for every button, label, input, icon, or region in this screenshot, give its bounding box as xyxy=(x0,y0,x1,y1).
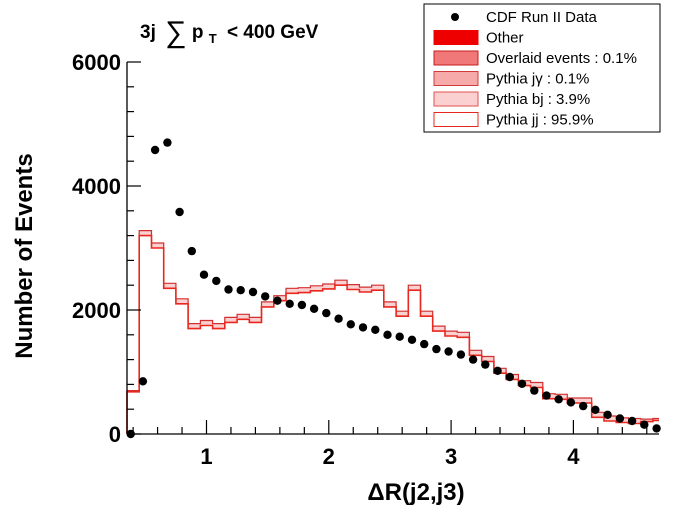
x-tick-label: 2 xyxy=(323,444,335,469)
data-point xyxy=(517,379,527,388)
legend-label: Overlaid events : 0.1% xyxy=(486,50,637,67)
data-point xyxy=(285,299,294,308)
data-point xyxy=(224,285,233,294)
data-points-layer xyxy=(126,138,661,439)
data-point xyxy=(309,304,319,313)
data-point xyxy=(334,314,343,323)
legend-label: Pythia jj : 95.9% xyxy=(486,112,594,129)
data-point xyxy=(640,420,649,429)
y-tick-label: 4000 xyxy=(72,174,121,199)
annotation-prefix: 3j xyxy=(140,22,156,43)
legend-swatch xyxy=(433,50,479,66)
data-point xyxy=(603,410,612,419)
hist-band-pythia-bj xyxy=(127,230,659,424)
x-axis-label: ΔR(j2,j3) xyxy=(367,479,464,506)
data-point xyxy=(358,323,368,332)
data-point xyxy=(530,386,539,395)
svg-text:3j ∑ p T: 3j ∑ p T < 400 GeV xyxy=(140,16,319,49)
data-point xyxy=(395,332,404,341)
x-tick-label: 1 xyxy=(200,444,212,469)
data-point xyxy=(346,320,355,329)
x-tick-label: 3 xyxy=(445,444,457,469)
data-point xyxy=(383,330,392,339)
legend-label: CDF Run II Data xyxy=(486,9,598,26)
legend-swatch xyxy=(451,13,459,21)
data-point xyxy=(407,335,417,344)
tick-labels: 1 2 3 4 0 2000 4000 6000 xyxy=(72,50,580,469)
x-tick-label: 4 xyxy=(567,444,580,469)
data-point xyxy=(542,391,551,400)
data-point xyxy=(236,286,245,295)
data-point xyxy=(481,360,490,369)
data-point xyxy=(554,395,563,404)
legend-swatch xyxy=(433,112,479,127)
sum-symbol: ∑ xyxy=(165,16,186,49)
data-point xyxy=(248,287,258,297)
data-point xyxy=(420,339,429,349)
legend-label: Pythia bj : 3.9% xyxy=(486,91,590,108)
y-tick-label: 0 xyxy=(109,422,121,447)
data-point xyxy=(322,308,331,318)
data-point xyxy=(591,405,600,414)
histogram-layer xyxy=(126,230,659,434)
data-point xyxy=(163,138,172,147)
cut-annotation: 3j ∑ p T < 400 GeV xyxy=(140,16,319,49)
data-point xyxy=(579,401,588,411)
data-point xyxy=(468,355,478,364)
legend-swatch xyxy=(433,30,479,45)
data-point xyxy=(212,276,221,286)
data-point xyxy=(505,372,514,382)
data-point xyxy=(432,344,441,354)
y-axis-label: Number of Events xyxy=(11,153,38,358)
legend-label: Other xyxy=(486,30,524,47)
hist-pythia-jj xyxy=(126,234,659,434)
data-point xyxy=(627,416,637,426)
data-point xyxy=(199,270,209,279)
data-point xyxy=(150,145,160,155)
legend-swatch xyxy=(433,71,479,86)
annotation-subscript: T xyxy=(209,31,217,46)
y-tick-label: 2000 xyxy=(72,298,121,323)
data-point xyxy=(371,325,380,334)
axes xyxy=(126,61,659,435)
legend: CDF Run II Data Other Overlaid events : 0.… xyxy=(423,3,661,133)
data-point xyxy=(652,424,661,433)
data-point xyxy=(456,350,466,359)
annotation-variable: p xyxy=(192,22,204,43)
data-point xyxy=(615,414,625,423)
annotation-suffix: < 400 GeV xyxy=(227,22,319,43)
data-point xyxy=(444,347,453,356)
data-point xyxy=(297,300,307,310)
data-point xyxy=(566,398,576,407)
legend-swatch xyxy=(433,91,479,107)
data-point xyxy=(493,366,502,375)
legend-label: Pythia jγ : 0.1% xyxy=(486,71,589,88)
data-point xyxy=(261,292,270,301)
data-point xyxy=(175,207,184,217)
data-point xyxy=(138,377,148,386)
legend-box xyxy=(423,3,661,133)
y-tick-label: 6000 xyxy=(72,50,121,75)
hist-pythia-bj xyxy=(126,230,659,434)
data-point xyxy=(273,296,282,305)
data-point xyxy=(187,246,196,256)
